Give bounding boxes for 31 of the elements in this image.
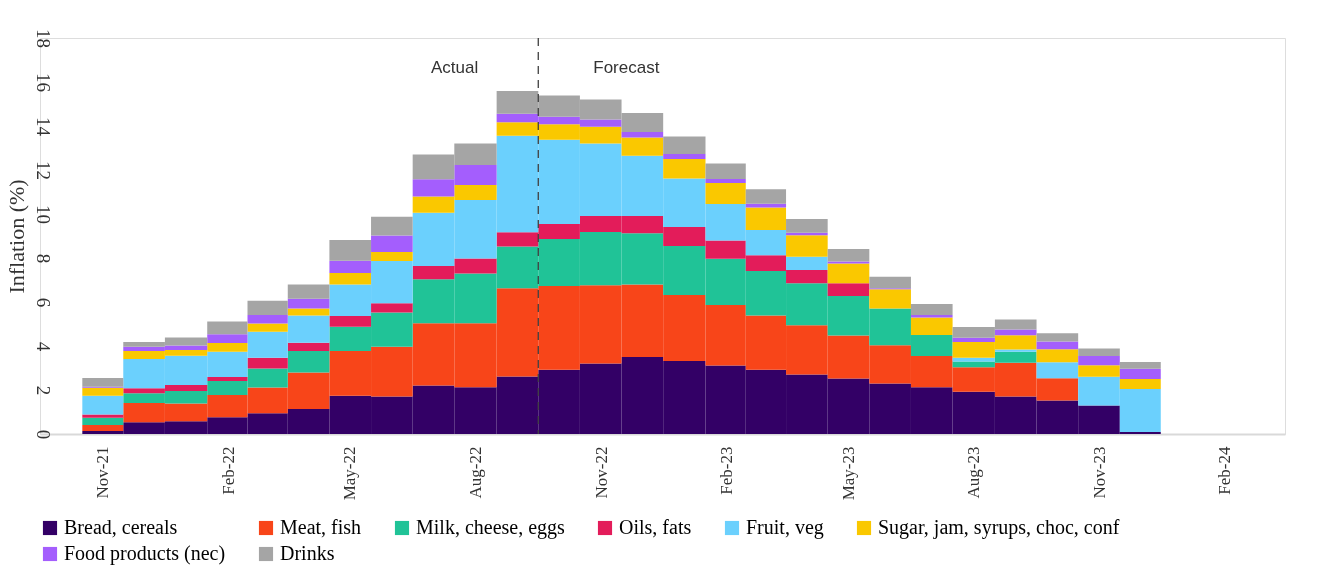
y-tick-label: 12 (32, 161, 54, 180)
y-tick-label: 16 (32, 73, 54, 92)
legend-label: Milk, cheese, eggs (416, 516, 566, 539)
y-tick-label: 10 (32, 205, 54, 224)
x-tick-label: Aug-23 (964, 446, 984, 499)
x-tick-label: Nov-21 (93, 446, 113, 499)
y-tick-label: 14 (32, 117, 54, 137)
y-tick-label: 2 (32, 385, 54, 396)
legend-label: Bread, cereals (64, 516, 178, 538)
x-tick-label: May-22 (340, 446, 360, 501)
y-tick-label: 6 (32, 297, 54, 308)
annotation: Forecast (593, 58, 660, 77)
y-tick-label: 8 (32, 253, 54, 264)
x-tick-label: Nov-23 (1089, 446, 1109, 499)
legend-label: Oils, fats (619, 516, 692, 538)
x-tick-label: Feb-22 (218, 446, 238, 495)
legend-label: Meat, fish (280, 516, 362, 538)
x-tick-label: Aug-22 (465, 446, 485, 499)
x-tick-label: Feb-24 (1215, 446, 1235, 495)
x-tick-label: May-23 (838, 446, 858, 501)
legend-label: Fruit, veg (746, 516, 824, 539)
x-tick-label: Nov-22 (591, 446, 611, 499)
annotation: Actual (431, 58, 479, 77)
legend-label: Food products (nec) (64, 542, 226, 565)
y-tick-label: 4 (32, 341, 54, 352)
y-tick-label: 0 (32, 429, 54, 440)
x-tick-label: Feb-23 (717, 446, 737, 495)
y-axis-title: Inflation (%) (3, 179, 29, 294)
legend-label: Drinks (280, 542, 335, 564)
y-tick-label: 18 (32, 29, 54, 48)
legend-label: Sugar, jam, syrups, choc, conf (878, 516, 1120, 539)
